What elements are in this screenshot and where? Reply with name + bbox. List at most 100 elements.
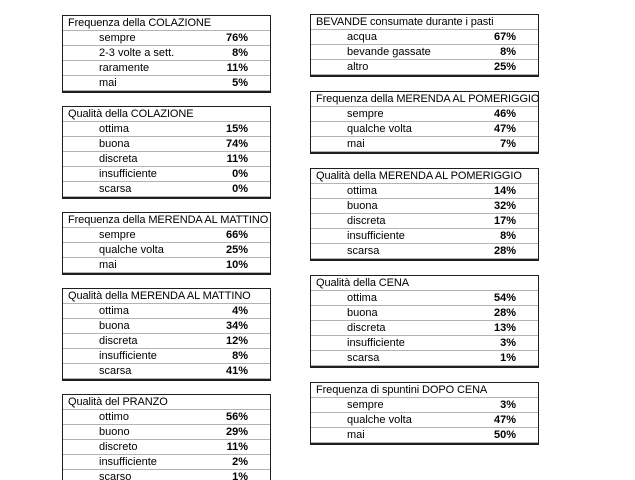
- table-rows: sempre 66% qualche volta 25% mai 10%: [63, 228, 270, 273]
- table-row: raramente 11%: [63, 61, 270, 76]
- table-row: buona 34%: [63, 319, 270, 334]
- row-label: ottima: [99, 123, 129, 135]
- row-label: ottima: [347, 185, 377, 197]
- row-label: insufficiente: [99, 456, 157, 468]
- row-label: insufficiente: [347, 230, 405, 242]
- row-value: 10%: [225, 259, 248, 271]
- row-label: discreto: [99, 441, 138, 453]
- table-rows: sempre 3% qualche volta 47% mai 50%: [311, 398, 538, 443]
- table-row: ottimo 56%: [63, 410, 270, 425]
- row-label: buona: [347, 307, 378, 319]
- row-value: 28%: [493, 307, 516, 319]
- table-row: buona 32%: [311, 199, 538, 214]
- row-label: bevande gassate: [347, 46, 431, 58]
- table-title: BEVANDE consumate durante i pasti: [316, 16, 494, 28]
- row-label: sempre: [99, 229, 136, 241]
- table-row: sempre 46%: [311, 107, 538, 122]
- table-title: Frequenza di spuntini DOPO CENA: [316, 384, 488, 396]
- row-label: sempre: [347, 399, 384, 411]
- table-rows: acqua 67% bevande gassate 8% altro 25%: [311, 30, 538, 75]
- table-row: insufficiente 8%: [311, 229, 538, 244]
- table-row: bevande gassate 8%: [311, 45, 538, 60]
- row-label: acqua: [347, 31, 377, 43]
- row-value: 8%: [232, 47, 248, 59]
- row-value: 0%: [232, 183, 248, 195]
- table-row: ottima 14%: [311, 184, 538, 199]
- table-row: scarsa 0%: [63, 182, 270, 197]
- table-row: mai 7%: [311, 137, 538, 152]
- row-value: 76%: [225, 32, 248, 44]
- row-label: ottima: [347, 292, 377, 304]
- table-row: altro 25%: [311, 60, 538, 75]
- table-row: scarsa 28%: [311, 244, 538, 259]
- row-value: 47%: [493, 414, 516, 426]
- table-row: insufficiente 0%: [63, 167, 270, 182]
- row-label: discreta: [347, 215, 386, 227]
- table-row: ottima 4%: [63, 304, 270, 319]
- table-rows: ottima 15% buona 74% discreta 11%: [63, 122, 270, 197]
- table-header: Qualità del PRANZO: [63, 395, 270, 410]
- row-label: sempre: [347, 108, 384, 120]
- stat-table: BEVANDE consumate durante i pasti acqua …: [310, 14, 539, 77]
- row-value: 56%: [225, 411, 248, 423]
- row-value: 47%: [493, 123, 516, 135]
- row-value: 74%: [225, 138, 248, 150]
- row-label: sempre: [99, 32, 136, 44]
- table-header: Qualità della COLAZIONE: [63, 107, 270, 122]
- row-value: 46%: [493, 108, 516, 120]
- row-value: 8%: [232, 350, 248, 362]
- table-title: Qualità del PRANZO: [68, 396, 168, 408]
- stat-table: Qualità della MERENDA AL POMERIGGIO otti…: [310, 168, 539, 261]
- stat-table: Frequenza della MERENDA AL MATTINO sempr…: [62, 212, 271, 275]
- row-value: 67%: [493, 31, 516, 43]
- table-row: ottima 54%: [311, 291, 538, 306]
- table-row: acqua 67%: [311, 30, 538, 45]
- table-rows: ottima 14% buona 32% discreta 17%: [311, 184, 538, 259]
- table-row: 2-3 volte a sett. 8%: [63, 46, 270, 61]
- table-title: Frequenza della MERENDA AL MATTINO: [68, 214, 269, 226]
- row-value: 1%: [500, 352, 516, 364]
- stat-table: Qualità della MERENDA AL MATTINO ottima …: [62, 288, 271, 381]
- row-label: qualche volta: [99, 244, 164, 256]
- stat-table: Qualità del PRANZO ottimo 56% buono 29%: [62, 394, 271, 480]
- table-row: scarso 1%: [63, 470, 270, 480]
- table-row: scarsa 41%: [63, 364, 270, 379]
- stat-table: Qualità della CENA ottima 54% buona 28%: [310, 275, 539, 368]
- table-row: discreta 17%: [311, 214, 538, 229]
- stat-table: Frequenza della MERENDA AL POMERIGGIO se…: [310, 91, 539, 154]
- table-row: mai 10%: [63, 258, 270, 273]
- row-label: discreta: [99, 335, 138, 347]
- row-value: 29%: [225, 426, 248, 438]
- row-label: ottima: [99, 305, 129, 317]
- table-title: Frequenza della COLAZIONE: [68, 17, 212, 29]
- row-value: 17%: [493, 215, 516, 227]
- row-label: buona: [99, 320, 130, 332]
- row-label: buono: [99, 426, 130, 438]
- row-value: 8%: [500, 46, 516, 58]
- table-row: scarsa 1%: [311, 351, 538, 366]
- table-row: buona 28%: [311, 306, 538, 321]
- table-row: sempre 66%: [63, 228, 270, 243]
- right-column: BEVANDE consumate durante i pasti acqua …: [310, 14, 539, 445]
- row-value: 13%: [493, 322, 516, 334]
- row-label: ottimo: [99, 411, 129, 423]
- table-title: Qualità della COLAZIONE: [68, 108, 194, 120]
- table-row: insufficiente 8%: [63, 349, 270, 364]
- row-label: raramente: [99, 62, 150, 74]
- row-value: 66%: [225, 229, 248, 241]
- row-label: insufficiente: [99, 350, 157, 362]
- table-row: qualche volta 25%: [63, 243, 270, 258]
- row-value: 41%: [225, 365, 248, 377]
- row-label: insufficiente: [99, 168, 157, 180]
- table-row: insufficiente 3%: [311, 336, 538, 351]
- row-label: qualche volta: [347, 123, 412, 135]
- table-row: mai 5%: [63, 76, 270, 91]
- row-label: scarsa: [99, 183, 132, 195]
- table-row: discreta 13%: [311, 321, 538, 336]
- table-header: Frequenza della COLAZIONE: [63, 16, 270, 31]
- row-label: altro: [347, 61, 369, 73]
- row-label: scarso: [99, 471, 132, 480]
- table-header: Qualità della MERENDA AL MATTINO: [63, 289, 270, 304]
- table-row: buono 29%: [63, 425, 270, 440]
